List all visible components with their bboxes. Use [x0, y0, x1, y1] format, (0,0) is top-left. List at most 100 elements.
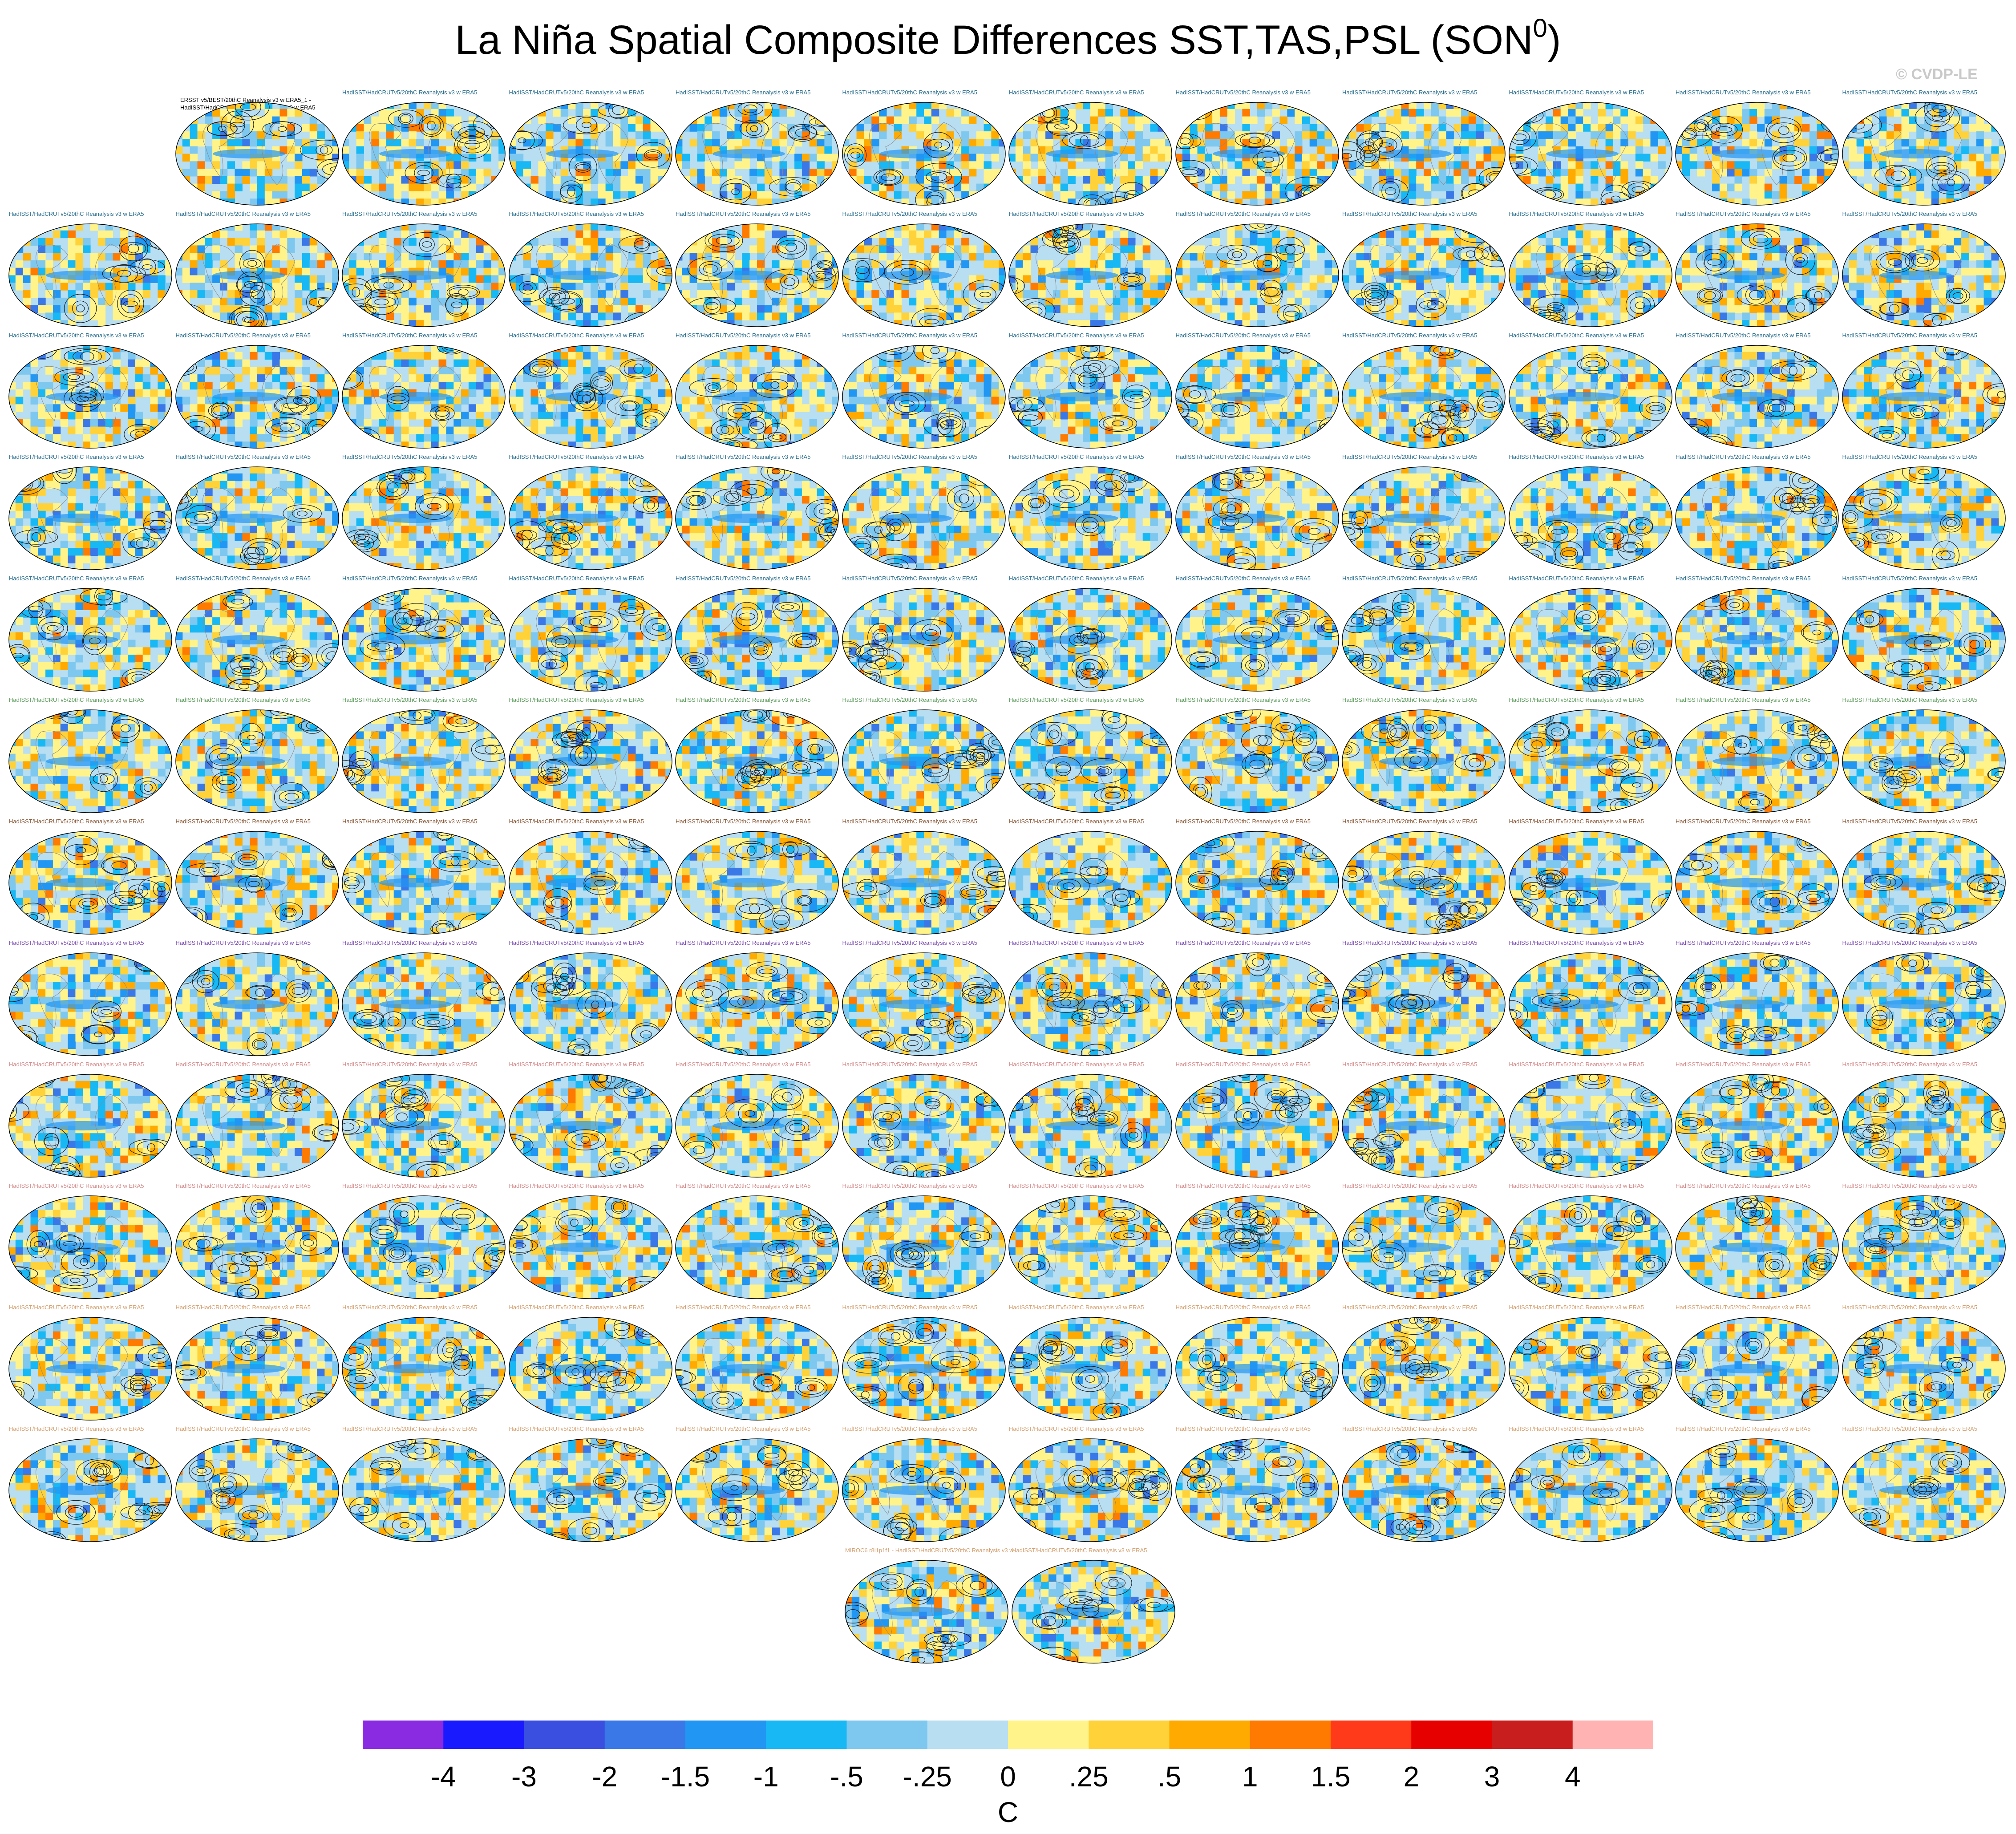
map-panel	[342, 466, 506, 570]
panel-label: HadISST/HadCRUTv5/20thC Reanalysis v3 w …	[176, 818, 345, 825]
panel-label: HadISST/HadCRUTv5/20thC Reanalysis v3 w …	[1342, 332, 1511, 339]
map-panel	[1008, 1074, 1172, 1178]
map-panel	[842, 345, 1006, 449]
colorbar-segment	[1411, 1721, 1492, 1749]
colorbar-segment	[524, 1721, 605, 1749]
panel-label: HadISST/HadCRUTv5/20thC Reanalysis v3 w …	[342, 1182, 511, 1189]
colorbar-tick-label: 2	[1403, 1760, 1419, 1793]
map-panel	[508, 1074, 672, 1178]
map-panel	[175, 831, 339, 935]
panel-label: HadISST/HadCRUTv5/20thC Reanalysis v3 w …	[9, 939, 178, 946]
map-panel	[842, 1438, 1006, 1542]
map-panel	[175, 1317, 339, 1421]
panel-label: HadISST/HadCRUTv5/20thC Reanalysis v3 w …	[1176, 89, 1345, 96]
map-panel	[342, 345, 506, 449]
panel-label: HadISST/HadCRUTv5/20thC Reanalysis v3 w …	[842, 453, 1012, 460]
map-panel	[508, 223, 672, 327]
map-panel	[1842, 588, 2006, 692]
panel-label: HadISST/HadCRUTv5/20thC Reanalysis v3 w …	[176, 453, 345, 460]
panel-label: HadISST/HadCRUTv5/20thC Reanalysis v3 w …	[1842, 1425, 2012, 1432]
map-panel	[1508, 588, 1672, 692]
map-panel	[1175, 1438, 1339, 1542]
panel-label: HadISST/HadCRUTv5/20thC Reanalysis v3 w …	[1009, 1061, 1178, 1068]
panel-label: HadISST/HadCRUTv5/20thC Reanalysis v3 w …	[1342, 818, 1511, 825]
map-panel	[175, 466, 339, 570]
colorbar-segment	[1008, 1721, 1089, 1749]
panel-label: HadISST/HadCRUTv5/20thC Reanalysis v3 w …	[509, 696, 678, 703]
map-panel	[1342, 1438, 1506, 1542]
map-panel	[1175, 709, 1339, 813]
map-panel	[8, 588, 172, 692]
map-panel	[1842, 345, 2006, 449]
panel-label: HadISST/HadCRUTv5/20thC Reanalysis v3 w …	[842, 575, 1012, 582]
colorbar-tick-label: -.5	[830, 1760, 863, 1793]
colorbar-segment	[1250, 1721, 1331, 1749]
panel-label: HadISST/HadCRUTv5/20thC Reanalysis v3 w …	[176, 575, 345, 582]
colorbar	[363, 1721, 1653, 1749]
map-panel	[175, 952, 339, 1056]
map-panel	[1675, 1438, 1839, 1542]
panel-label: HadISST/HadCRUTv5/20thC Reanalysis v3 w …	[9, 211, 178, 217]
panel-label: HadISST/HadCRUTv5/20thC Reanalysis v3 w …	[1342, 575, 1511, 582]
colorbar-segment	[1331, 1721, 1412, 1749]
map-panel	[1675, 1074, 1839, 1178]
map-panel	[1342, 345, 1506, 449]
panel-label: HadISST/HadCRUTv5/20thC Reanalysis v3 w …	[1009, 211, 1178, 217]
map-panel	[1342, 831, 1506, 935]
map-panel	[1842, 1317, 2006, 1421]
map-panel	[842, 952, 1006, 1056]
panel-label: HadISST/HadCRUTv5/20thC Reanalysis v3 w …	[1509, 332, 1678, 339]
map-panel	[842, 466, 1006, 570]
map-panel	[675, 831, 839, 935]
map-panel	[1175, 952, 1339, 1056]
panel-label: HadISST/HadCRUTv5/20thC Reanalysis v3 w …	[676, 211, 845, 217]
panel-label: HadISST/HadCRUTv5/20thC Reanalysis v3 w …	[1009, 1182, 1178, 1189]
map-panel	[1008, 1317, 1172, 1421]
panel-label: HadISST/HadCRUTv5/20thC Reanalysis v3 w …	[1009, 818, 1178, 825]
colorbar-segment	[604, 1721, 686, 1749]
map-panel	[8, 1317, 172, 1421]
watermark: © CVDP-LE	[1896, 66, 1978, 83]
panel-label: HadISST/HadCRUTv5/20thC Reanalysis v3 w …	[1176, 1182, 1345, 1189]
map-panel	[675, 1438, 839, 1542]
map-panel	[8, 952, 172, 1056]
panel-label: HadISST/HadCRUTv5/20thC Reanalysis v3 w …	[842, 89, 1012, 96]
map-panel	[1008, 588, 1172, 692]
panel-label: HadISST/HadCRUTv5/20thC Reanalysis v3 w …	[509, 1425, 678, 1432]
panel-label: HadISST/HadCRUTv5/20thC Reanalysis v3 w …	[1176, 818, 1345, 825]
panel-label: HadISST/HadCRUTv5/20thC Reanalysis v3 w …	[1342, 1304, 1511, 1311]
map-panel	[1508, 223, 1672, 327]
map-panel	[1675, 1195, 1839, 1299]
panel-label: HadISST/HadCRUTv5/20thC Reanalysis v3 w …	[9, 453, 178, 460]
map-panel	[342, 102, 506, 206]
panel-label: HadISST/HadCRUTv5/20thC Reanalysis v3 w …	[342, 1304, 511, 1311]
panel-label: HadISST/HadCRUTv5/20thC Reanalysis v3 w …	[842, 211, 1012, 217]
panel-label: HadISST/HadCRUTv5/20thC Reanalysis v3 w …	[342, 1061, 511, 1068]
panel-label: HadISST/HadCRUTv5/20thC Reanalysis v3 w …	[509, 89, 678, 96]
map-panel	[1175, 345, 1339, 449]
panel-label: HadISST/HadCRUTv5/20thC Reanalysis v3 w …	[176, 1182, 345, 1189]
colorbar-tick-label: 3	[1484, 1760, 1500, 1793]
panel-label: HadISST/HadCRUTv5/20thC Reanalysis v3 w …	[1342, 453, 1511, 460]
map-panel	[8, 831, 172, 935]
map-panel	[1175, 588, 1339, 692]
map-panel	[1508, 831, 1672, 935]
panel-label: HadISST/HadCRUTv5/20thC Reanalysis v3 w …	[342, 696, 511, 703]
map-panel	[1008, 1438, 1172, 1542]
panel-label: HadISST/HadCRUTv5/20thC Reanalysis v3 w …	[1176, 1304, 1345, 1311]
map-panel	[842, 831, 1006, 935]
colorbar-tick-label: 1	[1242, 1760, 1258, 1793]
panel-label: HadISST/HadCRUTv5/20thC Reanalysis v3 w …	[1342, 89, 1511, 96]
map-panel	[1508, 102, 1672, 206]
colorbar-units: C	[998, 1796, 1018, 1829]
map-panel	[842, 709, 1006, 813]
map-panel	[342, 1074, 506, 1178]
map-panel	[845, 1560, 1008, 1664]
map-panel	[1675, 466, 1839, 570]
panel-label: HadISST/HadCRUTv5/20thC Reanalysis v3 w …	[1176, 696, 1345, 703]
panel-label: HadISST/HadCRUTv5/20thC Reanalysis v3 w …	[1009, 89, 1178, 96]
map-panel	[1342, 223, 1506, 327]
panel-label: HadISST/HadCRUTv5/20thC Reanalysis v3 w …	[342, 1425, 511, 1432]
map-panel	[175, 1195, 339, 1299]
map-panel	[1342, 952, 1506, 1056]
